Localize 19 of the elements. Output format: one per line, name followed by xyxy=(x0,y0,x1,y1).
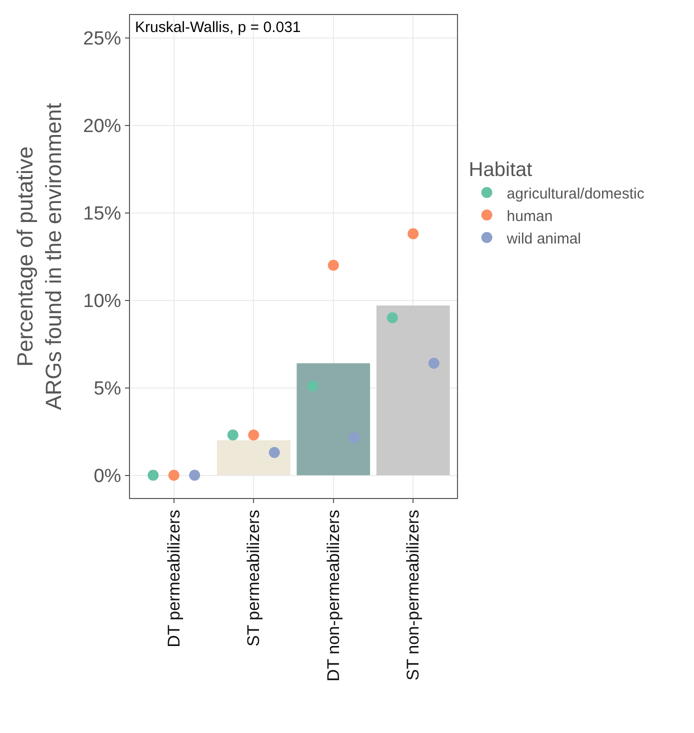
y-tick-label: 25% xyxy=(83,28,122,50)
x-tick-label: ST permeabilizers xyxy=(244,510,264,646)
y-tick-label: 10% xyxy=(83,290,122,312)
bar xyxy=(216,440,290,476)
y-axis-title: Percentage of putative ARGs found in the environment xyxy=(12,103,66,410)
y-tick-label: 15% xyxy=(83,203,122,224)
y-tick-label: 5% xyxy=(94,378,122,400)
annotation: Kruskal-Wallis, p = 0.031 xyxy=(135,19,301,36)
x-tick-label: ST non-permeabilizers xyxy=(404,510,423,681)
bar xyxy=(376,306,450,476)
x-tick-label: DT non-permeabilizers xyxy=(324,510,343,682)
bar xyxy=(296,363,370,476)
x-tick-label: DT permeabilizers xyxy=(164,510,184,648)
y-tick-label: 0% xyxy=(94,466,122,487)
legend-label: agricultural/domestic xyxy=(506,185,645,202)
y-tick-label: 20% xyxy=(83,116,122,137)
legend-label: wild animal xyxy=(506,230,582,248)
legend-title: Habitat xyxy=(468,159,533,182)
legend-label: human xyxy=(506,208,553,225)
